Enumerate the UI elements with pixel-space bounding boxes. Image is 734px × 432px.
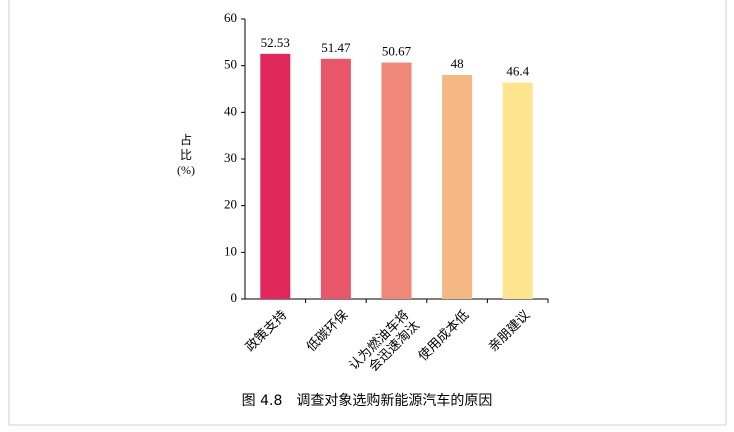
value-label: 46.4 [506,63,529,78]
y-axis-label: 占比(%) [177,133,195,177]
chart-caption: 图 4.8 调查对象选购新能源汽车的原因 [241,393,493,409]
y-tick-label: 50 [224,57,237,72]
y-tick-label: 30 [224,150,237,165]
value-label: 48 [451,56,464,71]
bar [381,62,412,299]
bar [320,58,351,299]
y-tick-label: 0 [231,290,238,305]
y-tick-label: 40 [224,103,237,118]
value-label: 50.67 [382,44,412,59]
bar [502,82,533,299]
value-label: 52.53 [261,35,290,50]
y-tick-label: 60 [224,10,237,25]
bar [442,75,473,299]
y-tick-label: 10 [224,243,237,258]
bar [260,53,291,299]
value-label: 51.47 [321,40,351,55]
y-tick-label: 20 [224,197,237,212]
